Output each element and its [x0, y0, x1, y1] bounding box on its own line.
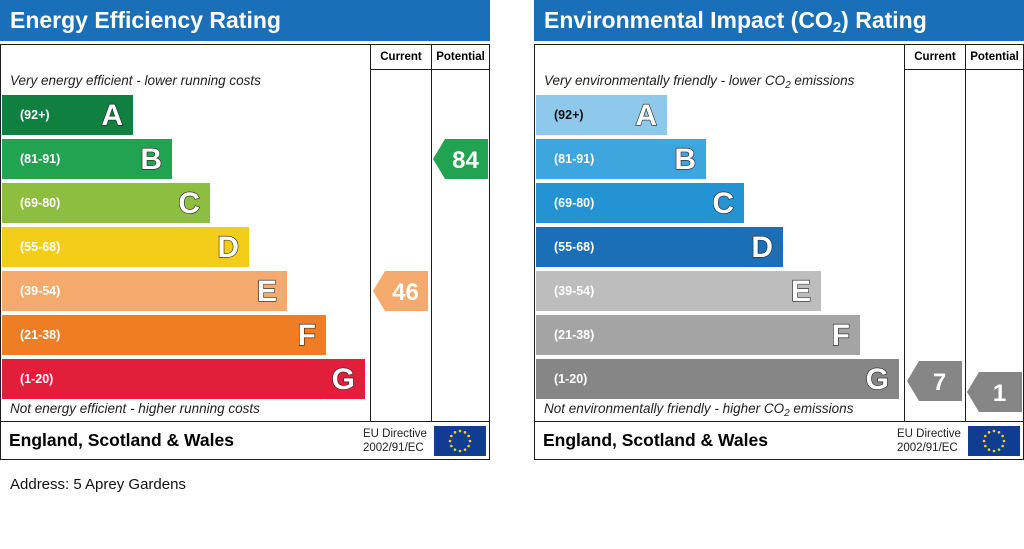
current-rating-marker: 46 [373, 271, 428, 311]
rating-bands: (92+) A (81-91) B (69-80) C (55-68) D (39-54) E (2… [535, 95, 905, 399]
band-d: (55-68) D [2, 227, 249, 267]
band-letter: E [790, 274, 811, 308]
potential-column-header: Potential [970, 51, 1019, 63]
band-letter: F [831, 318, 851, 352]
band-range-label: (81-91) [20, 152, 61, 166]
band-c: (69-80) C [2, 183, 210, 223]
current-column-header: Current [380, 51, 422, 63]
environmental-impact-frame: Current Potential Very environmentally f… [534, 44, 1024, 460]
band-range-label: (21-38) [554, 328, 595, 342]
band-range-label: (55-68) [554, 240, 595, 254]
band-letter: D [217, 230, 240, 264]
energy-efficiency-panel: Energy Efficiency Rating Current Potenti… [0, 0, 490, 460]
band-f: (21-38) F [536, 315, 860, 355]
band-a: (92+) A [536, 95, 667, 135]
band-letter: G [865, 362, 890, 396]
band-range-label: (69-80) [554, 196, 595, 210]
caption-top: Very environmentally friendly - lower CO… [544, 73, 855, 91]
band-b: (81-91) B [536, 139, 706, 179]
potential-rating-marker-value: 84 [452, 147, 479, 174]
environmental-impact-panel: Environmental Impact (CO2) Rating Curren… [534, 0, 1024, 460]
caption-bottom: Not energy efficient - higher running co… [10, 401, 260, 416]
current-rating-marker-arrow [373, 271, 428, 311]
rating-markers: 46 84 [373, 139, 488, 311]
band-letter: E [256, 274, 277, 308]
band-range-label: (92+) [20, 108, 50, 122]
rating-bands: (92+) A (81-91) B (69-80) C (55-68) D (39-54) E (2… [1, 95, 371, 399]
band-d: (55-68) D [536, 227, 783, 267]
band-range-label: (69-80) [20, 196, 61, 210]
potential-rating-marker-value: 1 [993, 380, 1006, 407]
band-range-label: (39-54) [554, 284, 595, 298]
band-letter: C [178, 186, 201, 220]
potential-column-header: Potential [436, 51, 485, 63]
band-f: (21-38) F [2, 315, 326, 355]
band-letter: A [635, 98, 658, 132]
caption-top: Very energy efficient - lower running co… [10, 73, 261, 88]
caption-bottom: Not environmentally friendly - higher CO… [544, 401, 854, 419]
band-b: (81-91) B [2, 139, 172, 179]
band-range-label: (55-68) [20, 240, 61, 254]
band-letter: F [297, 318, 317, 352]
current-rating-marker-arrow [907, 361, 962, 401]
current-rating-marker-value: 7 [933, 369, 946, 396]
band-range-label: (92+) [554, 108, 584, 122]
potential-rating-marker: 84 [433, 139, 488, 179]
potential-rating-marker-arrow [967, 372, 1022, 412]
band-letter: C [712, 186, 735, 220]
band-range-label: (1-20) [20, 372, 54, 386]
band-e: (39-54) E [536, 271, 821, 311]
band-g: (1-20) G [536, 359, 899, 399]
footer-country: England, Scotland & Wales [9, 430, 234, 450]
potential-rating-marker: 1 [967, 372, 1022, 412]
band-letter: B [140, 142, 163, 176]
potential-rating-marker-arrow [433, 139, 488, 179]
footer-country: England, Scotland & Wales [543, 430, 768, 450]
band-letter: G [331, 362, 356, 396]
eu-directive: EU Directive 2002/91/EC [363, 428, 427, 454]
eu-flag-icon [434, 426, 486, 456]
band-letter: A [101, 98, 124, 132]
band-g: (1-20) G [2, 359, 365, 399]
environmental-impact-title: Environmental Impact (CO2) Rating [534, 0, 1024, 41]
band-range-label: (21-38) [20, 328, 61, 342]
band-letter: B [674, 142, 697, 176]
band-a: (92+) A [2, 95, 133, 135]
current-rating-marker: 7 [907, 361, 962, 401]
energy-efficiency-title: Energy Efficiency Rating [0, 0, 490, 41]
band-c: (69-80) C [536, 183, 744, 223]
band-range-label: (1-20) [554, 372, 588, 386]
band-letter: D [751, 230, 774, 264]
eu-directive: EU Directive 2002/91/EC [897, 428, 961, 454]
band-range-label: (39-54) [20, 284, 61, 298]
band-range-label: (81-91) [554, 152, 595, 166]
band-e: (39-54) E [2, 271, 287, 311]
current-column-header: Current [914, 51, 956, 63]
current-rating-marker-value: 46 [392, 279, 419, 306]
eu-flag-icon [968, 426, 1020, 456]
address: Address: 5 Aprey Gardens [10, 476, 186, 493]
energy-efficiency-frame: Current Potential Very energy efficient … [0, 44, 490, 460]
